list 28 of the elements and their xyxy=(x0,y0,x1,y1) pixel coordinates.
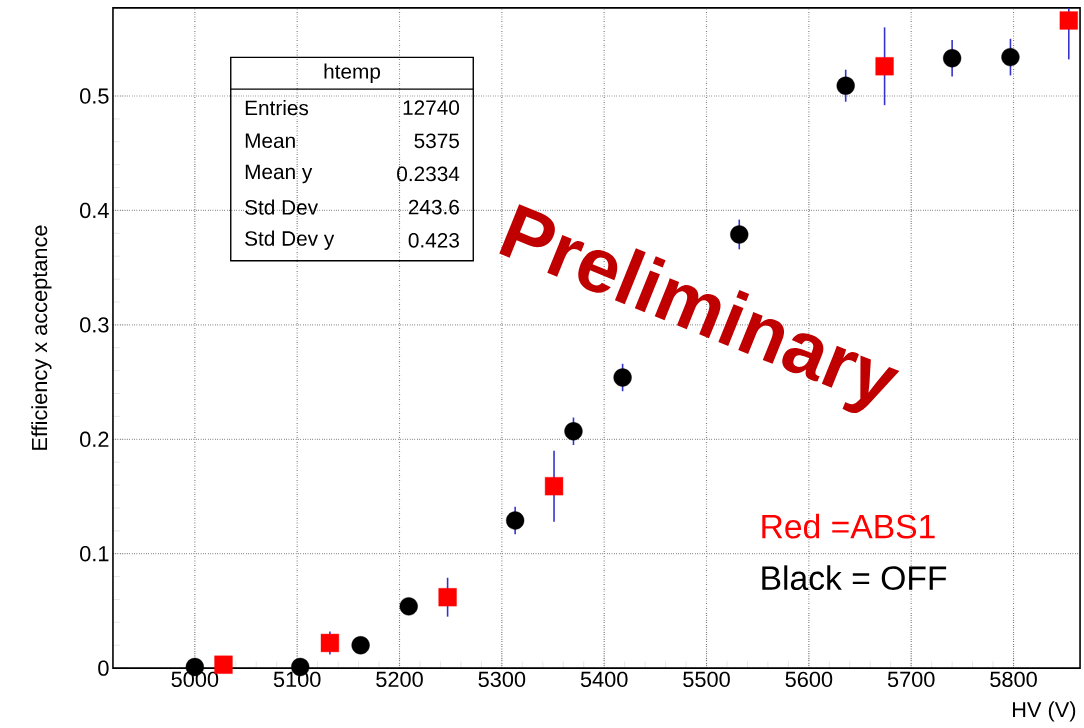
annotation: Mean xyxy=(245,133,295,149)
annotation: 243.6 xyxy=(408,199,459,215)
annotation: 5375 xyxy=(414,133,459,149)
annotation: htemp xyxy=(324,63,381,84)
y-tick-label: 0.3 xyxy=(80,317,109,333)
x-tick-label: 5500 xyxy=(683,671,730,688)
x-tick-label: 5800 xyxy=(990,671,1037,688)
y-tick-label: 0.5 xyxy=(80,88,109,104)
annotation: 12740 xyxy=(403,100,460,116)
x-tick-label: 5700 xyxy=(887,671,935,688)
x-tick-label: 5600 xyxy=(785,671,833,688)
y-axis-title: Efficiency x acceptance xyxy=(31,225,52,451)
x-tick-label: 5400 xyxy=(580,671,628,688)
annotation: Std Dev xyxy=(245,199,318,215)
annotation: Mean y xyxy=(245,164,313,184)
y-tick-label: 0.1 xyxy=(80,546,109,562)
annotation: 0.423 xyxy=(408,233,459,248)
text: Black = OFF xyxy=(762,565,947,591)
x-tick-label: 5200 xyxy=(376,671,423,688)
y-tick-label: 0 xyxy=(98,660,109,677)
y-tick-label: 0.4 xyxy=(80,202,109,219)
annotation: Std Dev y xyxy=(245,230,335,251)
annotation: 0.2334 xyxy=(397,166,460,182)
y-tick-label: 0.2 xyxy=(80,431,109,448)
annotation: Entries xyxy=(245,100,309,116)
text: Red =ABS1 xyxy=(762,514,935,539)
x-axis-title: HV (V) xyxy=(1013,701,1076,722)
x-tick-label: 5300 xyxy=(478,671,526,688)
